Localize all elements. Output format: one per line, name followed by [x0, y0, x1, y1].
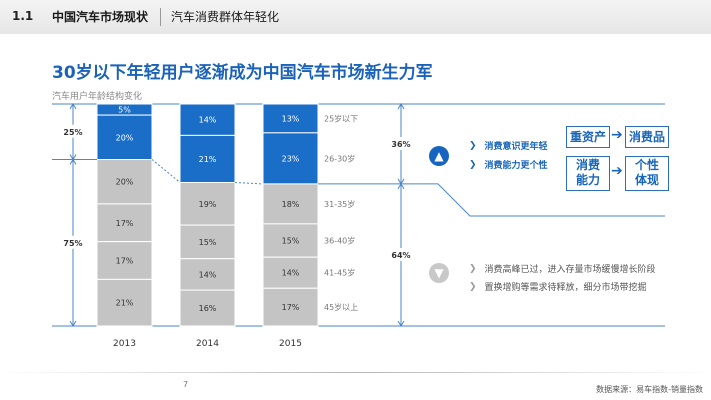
data-label: 15% — [282, 237, 300, 246]
bar-segment — [262, 223, 319, 258]
chart-subtitle: 汽车用户年龄结构变化 — [52, 92, 143, 102]
flow-box-consumer-goods: 消费品 — [625, 126, 669, 148]
bar-segment — [96, 114, 153, 160]
data-label: 17% — [116, 219, 134, 228]
data-label: 14% — [282, 269, 300, 278]
bar-segment — [179, 258, 236, 291]
data-label: 13% — [282, 114, 300, 123]
page-number: 7 — [183, 380, 189, 389]
insight-down-bullet-1: ❯ 消费高峰已过，进入存量市场缓慢增长阶段 — [469, 263, 656, 276]
split-connector — [151, 159, 181, 183]
insight-up-bullet-1: ❯ 消费意识更年轻 — [469, 140, 548, 153]
section-number: 1.1 — [12, 9, 34, 23]
x-tick-label: 2014 — [196, 339, 219, 349]
arrow-down-icon: ▼ — [429, 263, 449, 283]
data-label: 5% — [118, 106, 131, 115]
bracket-2013-over30-arrow-top — [69, 158, 77, 165]
chevron-right-icon: ❯ — [469, 159, 477, 170]
data-label: 19% — [199, 200, 217, 209]
bar-segment — [96, 203, 153, 243]
x-tick-label: 2015 — [279, 339, 302, 349]
flow-box-personality: 个性 体现 — [625, 156, 669, 191]
bar-segment — [262, 256, 319, 289]
bar-segment — [179, 103, 236, 136]
data-label: 17% — [116, 257, 134, 266]
data-label: 23% — [282, 154, 300, 163]
bracket-2015-over30-arrow-top — [397, 182, 405, 190]
x-tick-label: 2013 — [113, 339, 136, 349]
data-source: 数据来源：易车指数-销量指数 — [596, 385, 703, 394]
bracket-2015-over30-label-bg — [389, 247, 413, 261]
insight-up-bullet-2: ❯ 消费能力更个性 — [469, 159, 548, 172]
section-subtitle: 汽车消费群体年轻化 — [171, 10, 280, 24]
header-bar — [0, 0, 711, 34]
data-label: 15% — [199, 238, 217, 247]
split-line-right — [318, 183, 665, 217]
bracket-2015-under30-label: 36% — [391, 140, 410, 149]
series-label: 25岁以下 — [324, 113, 358, 123]
bar-segment — [179, 224, 236, 260]
arrow-right-icon: ➔ — [611, 163, 623, 179]
chevron-right-icon: ❯ — [469, 281, 477, 292]
series-label: 41-45岁 — [324, 268, 355, 278]
chevron-right-icon: ❯ — [469, 140, 477, 151]
section-title: 中国汽车市场现状 — [52, 10, 149, 24]
series-label: 31-35岁 — [324, 199, 355, 209]
split-connector — [234, 181, 264, 185]
flow-box-heavy-asset: 重资产 — [566, 126, 610, 148]
arrow-up-icon: ▲ — [429, 146, 449, 166]
footer-divider — [0, 372, 711, 373]
insight-down-bullet-2: ❯ 置换增购等需求待释放，细分市场带挖掘 — [469, 281, 647, 294]
arrow-right-icon: ➔ — [611, 127, 623, 143]
bracket-2013-under30-label-bg — [61, 124, 85, 138]
bracket-2013-under30-label: 25% — [63, 128, 82, 137]
bar-segment — [179, 289, 236, 327]
data-label: 14% — [199, 270, 217, 279]
bar-segment — [96, 159, 153, 205]
bar-segment — [179, 134, 236, 183]
data-label: 17% — [282, 303, 300, 312]
series-label: 26-30岁 — [324, 153, 355, 163]
data-label: 21% — [116, 299, 134, 308]
bracket-2013-over30-arrow-bottom — [69, 320, 77, 327]
series-label: 36-40岁 — [324, 236, 355, 246]
bracket-2015-under30-label-bg — [389, 136, 413, 150]
bar-segment — [96, 241, 153, 280]
bar-segment — [96, 278, 153, 327]
bracket-2013-over30-label-bg — [61, 235, 85, 249]
bar-segment — [262, 103, 319, 134]
bracket-2013-under30-arrow-top — [69, 103, 77, 110]
data-label: 14% — [199, 116, 217, 125]
bracket-2015-over30-arrow-bottom — [397, 320, 405, 327]
header-divider — [160, 8, 161, 26]
data-label: 20% — [116, 133, 134, 142]
bracket-2015-under30-arrow-top — [397, 103, 405, 110]
bar-segment — [262, 287, 319, 327]
bracket-2015-over30-label: 64% — [391, 251, 410, 260]
flow-box-consumption-ability: 消费 能力 — [566, 156, 610, 191]
page-title: 30岁以下年轻用户逐渐成为中国汽车市场新生力军 — [52, 63, 433, 83]
chevron-right-icon: ❯ — [469, 263, 477, 274]
bracket-2013-over30-label: 75% — [63, 239, 82, 248]
data-label: 16% — [199, 304, 217, 313]
data-label: 20% — [116, 178, 134, 187]
bar-segment — [179, 181, 236, 226]
data-label: 21% — [199, 155, 217, 164]
series-label: 45岁以上 — [324, 302, 358, 312]
data-label: 18% — [282, 200, 300, 209]
